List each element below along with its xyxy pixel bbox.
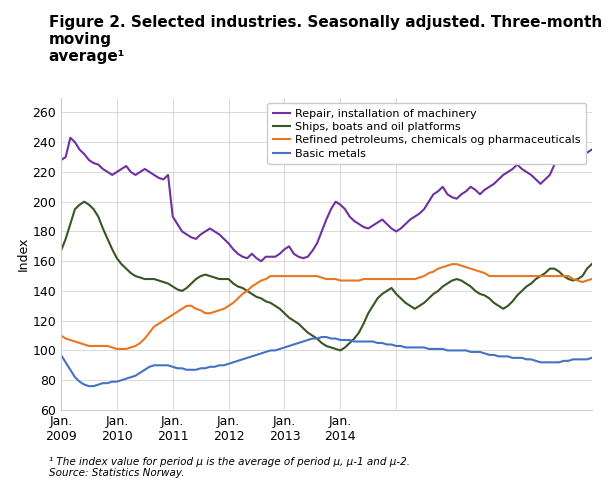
Basic metals (532, 358, 539, 364)
Ships, boats and oil platforms (532, 276, 539, 282)
Ships, boats and oil platforms (588, 261, 595, 267)
Basic metals (85, 383, 93, 389)
Ships, boats and oil platforms (337, 347, 344, 353)
Refined petroleums, chemicals og pharmaceuticals (532, 273, 539, 279)
Ships, boats and oil platforms (57, 248, 65, 254)
Repair, installation of machinery (532, 177, 539, 183)
Repair, installation of machinery (234, 251, 242, 257)
Refined petroleums, chemicals og pharmaceuticals (132, 343, 139, 349)
Ships, boats and oil platforms (262, 299, 270, 305)
Line: Refined petroleums, chemicals og pharmaceuticals: Refined petroleums, chemicals og pharmac… (61, 264, 592, 349)
Refined petroleums, chemicals og pharmaceuticals (448, 261, 456, 267)
Text: Figure 2. Selected industries. Seasonally adjusted. Three-month moving
average¹: Figure 2. Selected industries. Seasonall… (49, 15, 602, 64)
Refined petroleums, chemicals og pharmaceuticals (234, 295, 242, 301)
Basic metals (183, 367, 190, 373)
Line: Basic metals: Basic metals (61, 337, 592, 386)
Basic metals (588, 355, 595, 361)
Line: Repair, installation of machinery: Repair, installation of machinery (61, 138, 592, 261)
Y-axis label: Index: Index (16, 237, 29, 271)
Basic metals (57, 352, 65, 358)
Refined petroleums, chemicals og pharmaceuticals (383, 276, 390, 282)
Ships, boats and oil platforms (234, 284, 242, 289)
Ships, boats and oil platforms (183, 285, 190, 291)
Repair, installation of machinery (588, 147, 595, 153)
Ships, boats and oil platforms (388, 285, 395, 291)
Basic metals (318, 334, 325, 340)
Refined petroleums, chemicals og pharmaceuticals (183, 303, 190, 309)
Basic metals (262, 349, 270, 355)
Refined petroleums, chemicals og pharmaceuticals (57, 333, 65, 339)
Ships, boats and oil platforms (81, 199, 88, 204)
Refined petroleums, chemicals og pharmaceuticals (113, 346, 121, 352)
Ships, boats and oil platforms (132, 273, 139, 279)
Text: ¹ The index value for period μ is the average of period μ, μ-1 and μ-2.
Source: : ¹ The index value for period μ is the av… (49, 457, 410, 478)
Basic metals (234, 358, 242, 364)
Basic metals (388, 342, 395, 347)
Basic metals (132, 373, 139, 379)
Line: Ships, boats and oil platforms: Ships, boats and oil platforms (61, 202, 592, 350)
Repair, installation of machinery (132, 172, 139, 178)
Refined petroleums, chemicals og pharmaceuticals (262, 276, 270, 282)
Repair, installation of machinery (388, 225, 395, 231)
Repair, installation of machinery (66, 135, 74, 141)
Refined petroleums, chemicals og pharmaceuticals (588, 276, 595, 282)
Repair, installation of machinery (183, 231, 190, 237)
Legend: Repair, installation of machinery, Ships, boats and oil platforms, Refined petro: Repair, installation of machinery, Ships… (267, 103, 586, 164)
Repair, installation of machinery (57, 157, 65, 163)
Repair, installation of machinery (267, 254, 274, 260)
Repair, installation of machinery (257, 258, 265, 264)
